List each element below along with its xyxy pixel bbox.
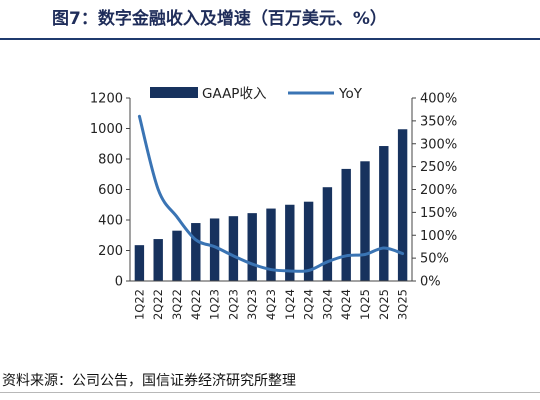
right-tick-label: 400%	[420, 92, 457, 107]
revenue-bar	[322, 187, 333, 281]
x-tick-label: 3Q24	[320, 289, 334, 320]
right-tick-label: 100%	[420, 229, 457, 244]
x-tick-label: 4Q22	[189, 289, 203, 320]
x-tick-label: 4Q24	[339, 289, 353, 320]
right-tick-label: 200%	[420, 183, 457, 198]
x-tick-label: 1Q24	[283, 289, 297, 320]
revenue-bar	[247, 213, 257, 281]
right-tick-label: 0%	[420, 275, 441, 290]
left-tick-label: 1200	[90, 92, 123, 107]
revenue-bar	[341, 168, 351, 281]
source-note: 资料来源：公司公告，国信证券经济研究所整理	[2, 373, 296, 389]
revenue-bar	[379, 146, 389, 281]
left-tick-label: 200	[98, 244, 123, 259]
x-tick-label: 3Q23	[245, 289, 259, 320]
x-tick-label: 1Q22	[132, 289, 146, 320]
left-tick-label: 600	[98, 183, 123, 198]
revenue-bar	[285, 204, 295, 281]
bottom-divider	[0, 392, 540, 393]
x-tick-label: 3Q22	[170, 289, 184, 320]
revenue-bar	[303, 201, 314, 281]
x-tick-label: 2Q25	[377, 289, 391, 320]
left-tick-label: 800	[98, 153, 123, 168]
figure-title: 图7：数字金融收入及增速（百万美元、%）	[0, 0, 540, 40]
left-tick-label: 1000	[90, 122, 123, 137]
right-tick-label: 250%	[420, 160, 457, 175]
right-tick-label: 50%	[420, 252, 449, 267]
x-tick-label: 2Q23	[226, 289, 240, 320]
revenue-bar	[191, 223, 201, 281]
revenue-bar	[209, 218, 220, 281]
revenue-bar	[228, 216, 239, 281]
left-tick-label: 400	[98, 214, 123, 229]
revenue-bar	[172, 230, 182, 281]
right-tick-label: 350%	[420, 114, 457, 129]
revenue-bar	[153, 239, 163, 281]
x-tick-label: 2Q24	[302, 289, 316, 320]
left-tick-label: 0	[115, 275, 123, 290]
legend-line-label: YoY	[338, 86, 363, 102]
revenue-bar	[360, 161, 370, 281]
legend-bar-swatch	[150, 87, 198, 98]
x-tick-label: 2Q22	[151, 289, 165, 320]
x-tick-label: 4Q23	[264, 289, 278, 320]
right-tick-label: 150%	[420, 206, 457, 221]
legend-bar-label: GAAP收入	[202, 86, 267, 102]
yoy-line	[137, 114, 405, 273]
right-tick-label: 300%	[420, 137, 457, 152]
revenue-bar	[266, 208, 276, 281]
x-tick-label: 1Q23	[208, 289, 222, 320]
revenue-bar	[134, 245, 145, 281]
revenue-bar	[397, 129, 408, 281]
x-tick-label: 3Q25	[396, 289, 410, 320]
x-tick-label: 1Q25	[358, 289, 372, 320]
